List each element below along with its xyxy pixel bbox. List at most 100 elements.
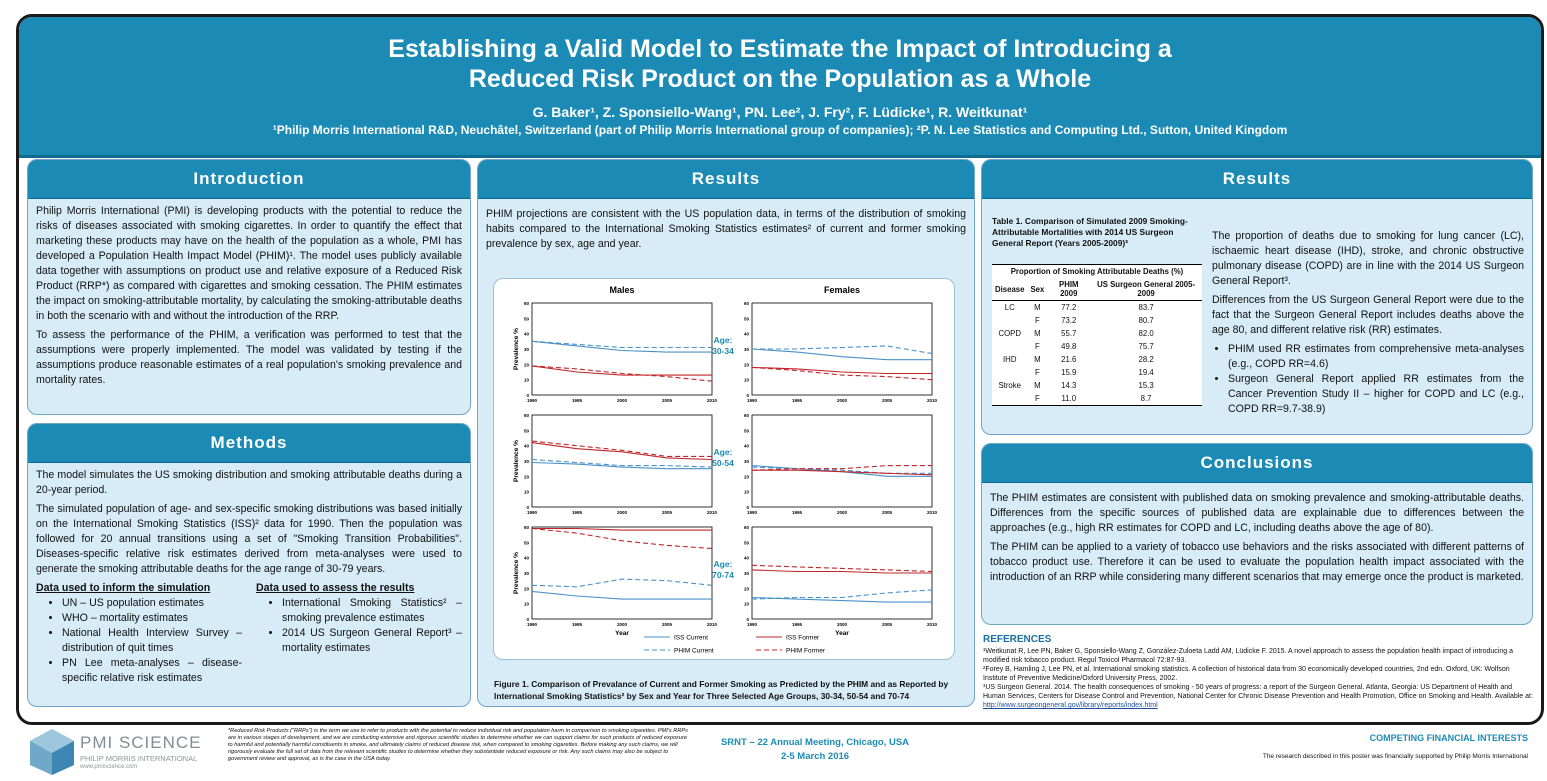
y-tick-label: 20 — [744, 586, 750, 591]
table-cell: F — [1035, 342, 1040, 351]
introduction-heading: Introduction — [28, 160, 470, 199]
y-tick-label: 0 — [746, 393, 749, 398]
y-tick-label: 60 — [744, 525, 750, 530]
x-axis-label: Year — [615, 630, 629, 637]
results-table-panel: Results Table 1. Comparison of Simulated… — [981, 159, 1533, 435]
results-heading: Results — [478, 160, 974, 199]
table-cell: F — [1035, 368, 1040, 377]
table-cell: 75.7 — [1138, 342, 1154, 351]
table-cell: F — [1035, 394, 1040, 403]
x-tick-label: 1995 — [572, 398, 583, 403]
simulation-data-heading: Data used to inform the simulation — [36, 582, 211, 594]
y-tick-label: 50 — [524, 428, 530, 433]
mortality-table: Proportion of Smoking Attributable Death… — [992, 264, 1202, 406]
table-row: F 73.2 80.7 — [992, 314, 1202, 327]
y-tick-label: 50 — [744, 540, 750, 545]
column-title: Males — [609, 285, 634, 295]
table-cell: IHD — [1003, 355, 1017, 364]
x-tick-label: 1995 — [792, 398, 803, 403]
series-line-phim-former — [531, 365, 713, 382]
x-tick-label: 2005 — [662, 622, 673, 627]
legend-label: PHIM Former — [786, 648, 826, 655]
table-cell: 77.2 — [1061, 303, 1077, 312]
cfi-heading: COMPETING FINANCIAL INTERESTS — [1369, 733, 1528, 743]
age-group-label: Age: — [714, 335, 733, 345]
x-tick-label: 1995 — [572, 622, 583, 627]
series-line-iss-current — [531, 590, 712, 600]
series-line-phim-former — [531, 527, 713, 550]
table-cell: F — [1035, 316, 1040, 325]
age-group-label: Age: — [714, 447, 733, 457]
methods-paragraph: The model simulates the US smoking distr… — [36, 469, 462, 496]
table-cell: 11.0 — [1061, 394, 1077, 403]
prevalence-chart: Males FemalesAge:30-34Age:50-54Age:70-740… — [513, 285, 938, 655]
table-row: F 15.9 19.4 — [992, 366, 1202, 379]
table-cell: M — [1034, 381, 1041, 390]
y-tick-label: 40 — [744, 556, 750, 561]
y-tick-label: 60 — [744, 413, 750, 418]
references-heading: REFERENCES — [983, 634, 1052, 645]
table-row: F 49.8 75.7 — [992, 340, 1202, 353]
poster-header: Establishing a Valid Model to Estimate t… — [19, 17, 1541, 158]
list-item: PHIM used RR estimates from comprehensiv… — [1228, 342, 1524, 372]
title-line-2: Reduced Risk Product on the Population a… — [468, 65, 1092, 93]
y-tick-label: 10 — [744, 602, 750, 607]
y-tick-label: 40 — [744, 332, 750, 337]
y-tick-label: 30 — [524, 459, 530, 464]
reference-item: ³US Surgeon General. 2014. The health co… — [983, 684, 1533, 700]
x-tick-label: 1990 — [527, 622, 538, 627]
table-row: COPD M 55.7 82.0 — [992, 327, 1202, 340]
x-tick-label: 2010 — [927, 398, 938, 403]
footer: PMI SCIENCE PHILIP MORRIS INTERNATIONAL … — [0, 725, 1547, 781]
x-tick-label: 1990 — [527, 398, 538, 403]
reference-item: ²Forey B, Hamling J, Lee PN, et al. Inte… — [983, 666, 1510, 682]
y-tick-label: 20 — [524, 474, 530, 479]
table-cell: 28.2 — [1138, 355, 1154, 364]
meeting-dates: 2-5 March 2016 — [780, 751, 850, 762]
results-figure-panel: Results PHIM projections are consistent … — [477, 159, 975, 707]
series-line-iss-former — [751, 569, 932, 574]
table-cell — [992, 366, 1027, 379]
y-tick-label: 20 — [744, 362, 750, 367]
conclusions-panel: Conclusions The PHIM estimates are consi… — [981, 443, 1533, 625]
y-tick-label: 0 — [526, 505, 529, 510]
y-tick-label: 60 — [744, 301, 750, 306]
y-tick-label: 40 — [524, 332, 530, 337]
list-item: Surgeon General Report applied RR estima… — [1228, 372, 1524, 417]
authors: G. Baker¹, Z. Sponsiello-Wang¹, PN. Lee²… — [532, 104, 1028, 120]
x-tick-label: 2005 — [662, 398, 673, 403]
conclusions-paragraph: The PHIM estimates are consistent with p… — [990, 492, 1524, 534]
series-line-iss-former — [751, 366, 932, 375]
series-line-iss-current — [751, 596, 932, 603]
table-row: Stroke M 14.3 15.3 — [992, 379, 1202, 392]
x-tick-label: 2000 — [617, 622, 628, 627]
assessment-data-heading: Data used to assess the results — [256, 582, 415, 594]
y-tick-label: 10 — [524, 490, 530, 495]
table-cell: 55.7 — [1061, 329, 1077, 338]
table-cell: 19.4 — [1138, 368, 1154, 377]
table-cell: 73.2 — [1061, 316, 1077, 325]
y-tick-label: 20 — [744, 474, 750, 479]
table-cell — [992, 314, 1027, 327]
y-tick-label: 30 — [744, 347, 750, 352]
logo-url[interactable]: www.pmiscience.com — [80, 764, 138, 770]
x-tick-label: 2000 — [617, 510, 628, 515]
x-tick-label: 2005 — [662, 510, 673, 515]
table-cell: 8.7 — [1140, 394, 1152, 403]
methods-paragraph: The simulated population of age- and sex… — [36, 503, 462, 575]
x-axis-label: Year — [835, 630, 849, 637]
y-tick-label: 30 — [744, 459, 750, 464]
y-tick-label: 10 — [744, 378, 750, 383]
plot-area — [751, 302, 933, 396]
x-tick-label: 2005 — [882, 622, 893, 627]
x-tick-label: 2010 — [927, 510, 938, 515]
table-header: Sex — [1030, 284, 1045, 294]
series-line-iss-former — [531, 365, 712, 376]
reference-link[interactable]: http://www.surgeongeneral.gov/library/re… — [983, 702, 1158, 709]
table-cell: 14.3 — [1061, 381, 1077, 390]
methods-panel: Methods The model simulates the US smoki… — [27, 423, 471, 707]
x-tick-label: 2005 — [882, 398, 893, 403]
logo-name: PMI SCIENCE — [80, 733, 202, 752]
series-line-phim-current — [751, 589, 933, 600]
results-heading: Results — [982, 160, 1532, 199]
